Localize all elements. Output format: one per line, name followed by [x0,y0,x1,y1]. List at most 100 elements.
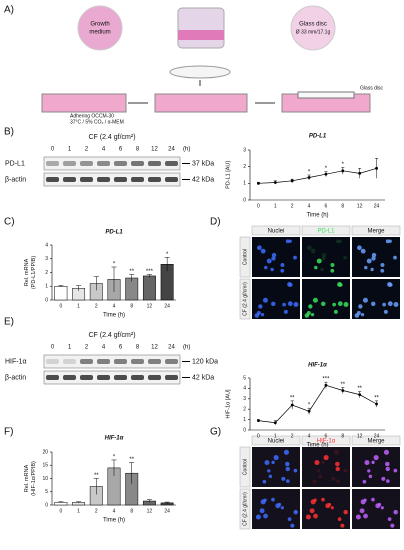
cell [383,309,388,314]
cell [390,523,395,528]
cell [393,255,397,260]
x-tick-label: 2 [95,508,98,514]
line [258,384,377,424]
cell [393,509,398,515]
cell [259,508,265,514]
cell [264,460,270,466]
cell [380,506,384,510]
cell [360,312,365,317]
micrograph [302,447,350,487]
cell [268,474,273,479]
row-header-box [239,446,251,488]
significance: ** [290,395,295,401]
cell [368,474,373,479]
cell [293,468,298,473]
cell [385,461,390,467]
point [341,169,345,173]
y-axis-label: (HIF-1α/PPIB) [31,461,37,496]
x-tick-label: 1 [274,433,277,439]
cell [293,255,297,260]
column-header-box [351,225,401,236]
lane-unit: (h) [183,147,190,153]
column-header: HIF-1α [317,439,336,445]
cell [321,252,327,258]
x-tick-label: 8 [341,433,344,439]
blot-band [63,177,76,182]
y-axis-label: (PD-L1/PPIB) [31,256,37,289]
cell [260,248,266,254]
x-axis-label: Time (h) [306,443,328,449]
significance: ** [374,395,379,401]
blot-band [97,177,110,182]
significance: * [166,252,169,258]
cell [273,454,279,461]
dish-side [41,93,127,113]
cell [262,297,268,303]
lane-label: 12 [151,147,158,153]
cell [255,514,261,520]
line [258,167,377,184]
cell [312,297,318,303]
disc-stack-medium [178,30,224,40]
cell [337,301,343,307]
blot-row-label: HIF-1α [5,358,27,365]
blot-band [63,359,76,364]
blot-band [114,177,127,182]
cell [386,479,390,483]
blot-size: 120 kDa [192,358,218,365]
cell [371,256,376,261]
x-tick-label: 24 [374,203,380,209]
x-tick-label: 1 [77,508,80,514]
y-tick-label: 1 [45,284,48,290]
cell [293,301,299,307]
lane-label: 8 [136,345,140,351]
cell [271,460,275,465]
cell [313,513,318,519]
cell [330,506,334,510]
column-header: Merge [367,229,385,235]
lane-label: 2 [85,345,89,351]
panel-letter: B) [4,127,14,138]
significance: * [113,262,116,268]
panel-letter: C) [4,217,15,228]
blot-strip [43,370,181,385]
cell [380,263,385,267]
cell [343,255,347,260]
lane-label: 0 [51,345,55,351]
blot-row-label: β-actin [5,374,26,381]
cell [358,304,363,309]
blot-size: 42 kDa [192,176,214,183]
cell [371,252,377,258]
blot-band [131,177,144,182]
disc-side [297,91,355,99]
y-tick-label: 20 [42,449,48,455]
cell [337,517,342,522]
blot-band [97,161,110,166]
x-tick-label: 0 [59,303,62,309]
x-tick-label: 12 [357,433,363,439]
cell [267,469,271,473]
blot-strip [43,354,181,369]
cell [271,301,276,307]
cell [283,309,288,314]
significance: * [342,162,345,168]
cell [371,460,375,465]
cell [366,258,372,264]
significance: ** [340,382,345,388]
cell [321,256,326,261]
y-axis-label: HIF-1α [AU] [225,389,231,419]
cell [362,479,367,484]
cell [260,312,265,317]
point [307,409,311,413]
blot-band [114,375,127,380]
x-tick-label: 4 [113,303,116,309]
column-header: PD-L1 [317,229,335,235]
lane-label: 12 [151,345,158,351]
cell [290,523,295,528]
panel-letter: G) [210,427,221,438]
row-header-box [239,488,251,530]
point [257,419,260,423]
blot-band [131,161,144,166]
blot-band [148,161,161,166]
